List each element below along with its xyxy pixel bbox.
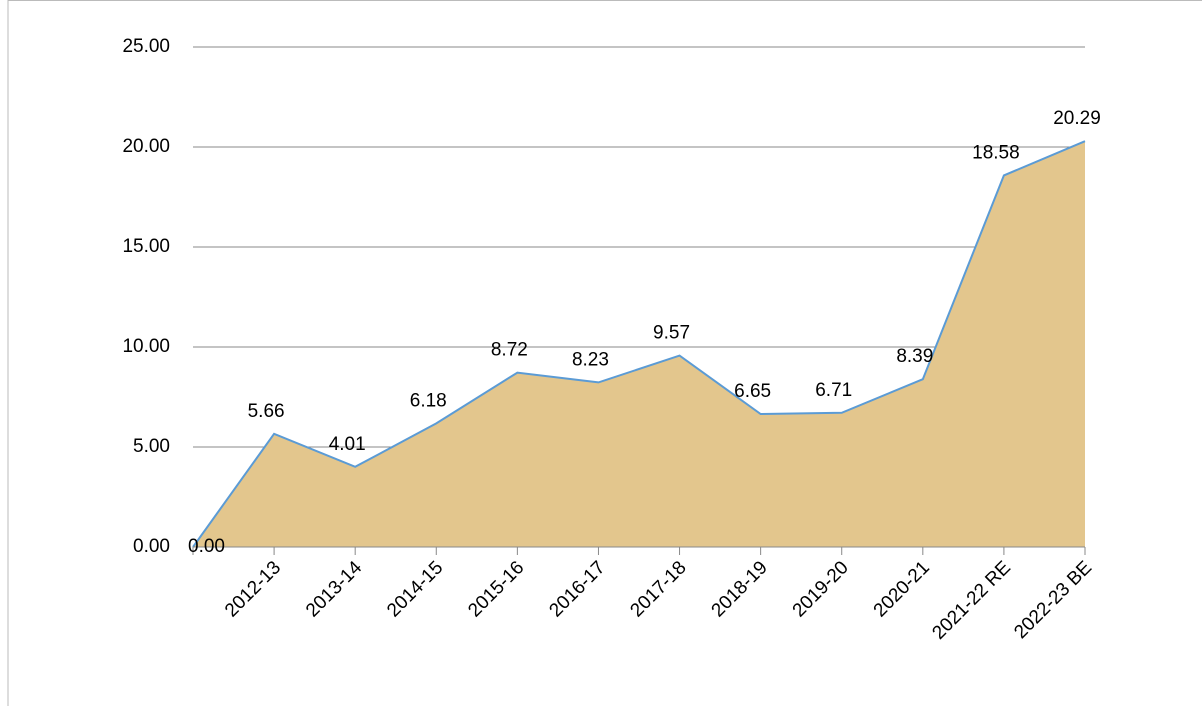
x-tick-label: 2014-15 [383, 557, 447, 621]
x-tick-label: 2021-22 RE [928, 557, 1015, 644]
data-label: 18.58 [972, 142, 1020, 163]
x-tick-label: 2012-13 [221, 557, 285, 621]
y-tick-label: 5.00 [133, 436, 170, 457]
y-tick-label: 0.00 [133, 536, 170, 557]
data-label: 6.18 [410, 390, 447, 411]
y-tick-label: 10.00 [122, 336, 170, 357]
x-tick-label: 2020-21 [870, 557, 934, 621]
x-tick-label: 2018-19 [708, 557, 772, 621]
y-tick-label: 20.00 [122, 136, 170, 157]
line [192, 140, 1086, 548]
area [193, 141, 1085, 547]
x-tick-label: 2017-18 [626, 557, 690, 621]
y-tick-label: 25.00 [122, 36, 170, 57]
data-label: 9.57 [653, 323, 690, 344]
data-label: 8.72 [491, 340, 528, 361]
x-tick-label: 2015-16 [464, 557, 528, 621]
data-label: 0.00 [188, 536, 225, 557]
data-label: 6.71 [815, 380, 852, 401]
x-tick-label: 2016-17 [545, 557, 609, 621]
x-tick-label: 2013-14 [302, 557, 366, 621]
y-tick-label: 15.00 [122, 236, 170, 257]
data-label: 20.29 [1053, 108, 1101, 129]
data-label: 5.66 [248, 401, 285, 422]
x-tick-label: 2022-23 BE [1010, 557, 1096, 643]
data-label: 4.01 [329, 434, 366, 455]
x-tick-label: 2019-20 [789, 557, 853, 621]
data-label: 8.39 [896, 346, 933, 367]
data-label: 8.23 [572, 349, 609, 370]
data-label: 6.65 [734, 381, 771, 402]
